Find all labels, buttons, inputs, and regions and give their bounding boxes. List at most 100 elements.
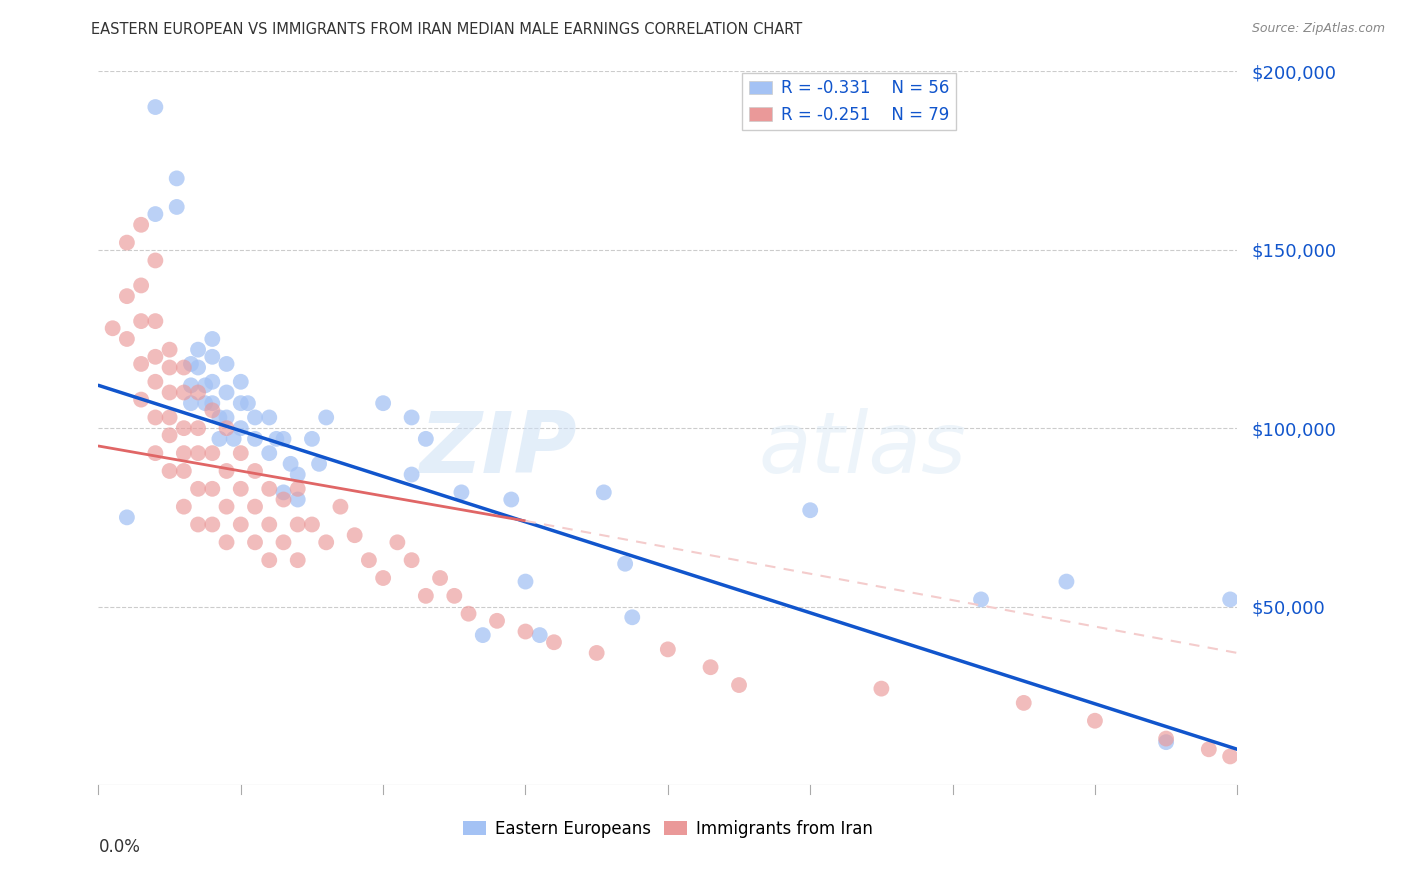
Point: [529, 628, 551, 642]
Point: [229, 482, 252, 496]
Point: [129, 314, 152, 328]
Point: [280, 457, 302, 471]
Point: [259, 410, 281, 425]
Point: [208, 410, 231, 425]
Point: [180, 396, 202, 410]
Point: [273, 492, 295, 507]
Point: [215, 464, 238, 478]
Point: [229, 517, 252, 532]
Point: [699, 660, 721, 674]
Point: [1154, 735, 1177, 749]
Point: [486, 614, 509, 628]
Point: [201, 396, 224, 410]
Point: [145, 410, 167, 425]
Point: [145, 314, 167, 328]
Point: [308, 457, 330, 471]
Point: [215, 357, 238, 371]
Point: [187, 517, 209, 532]
Point: [187, 482, 209, 496]
Point: [243, 432, 266, 446]
Point: [173, 500, 195, 514]
Point: [287, 467, 309, 482]
Point: [592, 485, 614, 500]
Point: [315, 410, 337, 425]
Point: [187, 421, 209, 435]
Point: [243, 410, 266, 425]
Point: [173, 446, 195, 460]
Point: [201, 446, 224, 460]
Point: [229, 446, 252, 460]
Point: [515, 624, 537, 639]
Point: [585, 646, 607, 660]
Point: [145, 375, 167, 389]
Text: Source: ZipAtlas.com: Source: ZipAtlas.com: [1251, 22, 1385, 36]
Point: [614, 557, 637, 571]
Point: [243, 500, 266, 514]
Point: [159, 410, 181, 425]
Point: [215, 410, 238, 425]
Point: [201, 517, 224, 532]
Point: [387, 535, 409, 549]
Point: [187, 360, 209, 375]
Point: [145, 350, 167, 364]
Point: [621, 610, 644, 624]
Point: [145, 100, 167, 114]
Point: [159, 385, 181, 400]
Point: [201, 403, 224, 417]
Point: [343, 528, 366, 542]
Point: [1219, 592, 1241, 607]
Point: [373, 571, 395, 585]
Point: [173, 360, 195, 375]
Text: EASTERN EUROPEAN VS IMMIGRANTS FROM IRAN MEDIAN MALE EARNINGS CORRELATION CHART: EASTERN EUROPEAN VS IMMIGRANTS FROM IRAN…: [91, 22, 803, 37]
Point: [443, 589, 465, 603]
Point: [215, 421, 238, 435]
Point: [129, 218, 152, 232]
Point: [187, 343, 209, 357]
Point: [166, 171, 188, 186]
Point: [159, 464, 181, 478]
Point: [187, 385, 209, 400]
Point: [187, 446, 209, 460]
Text: ZIP: ZIP: [419, 408, 576, 491]
Point: [129, 392, 152, 407]
Point: [287, 517, 309, 532]
Point: [301, 517, 323, 532]
Point: [970, 592, 993, 607]
Point: [1056, 574, 1078, 589]
Point: [173, 464, 195, 478]
Point: [329, 500, 352, 514]
Point: [501, 492, 523, 507]
Point: [315, 535, 337, 549]
Point: [101, 321, 124, 335]
Point: [273, 432, 295, 446]
Point: [259, 446, 281, 460]
Point: [159, 428, 181, 442]
Point: [415, 432, 437, 446]
Point: [159, 343, 181, 357]
Point: [450, 485, 472, 500]
Point: [115, 332, 138, 346]
Point: [301, 432, 323, 446]
Point: [543, 635, 565, 649]
Point: [145, 207, 167, 221]
Point: [215, 385, 238, 400]
Point: [215, 535, 238, 549]
Point: [194, 378, 217, 392]
Point: [287, 553, 309, 567]
Point: [129, 357, 152, 371]
Point: [287, 492, 309, 507]
Point: [515, 574, 537, 589]
Point: [145, 253, 167, 268]
Point: [173, 385, 195, 400]
Point: [115, 510, 138, 524]
Point: [259, 553, 281, 567]
Text: atlas: atlas: [759, 408, 967, 491]
Point: [259, 517, 281, 532]
Point: [1084, 714, 1107, 728]
Point: [201, 482, 224, 496]
Point: [657, 642, 679, 657]
Point: [401, 553, 423, 567]
Point: [266, 432, 288, 446]
Point: [115, 235, 138, 250]
Point: [357, 553, 380, 567]
